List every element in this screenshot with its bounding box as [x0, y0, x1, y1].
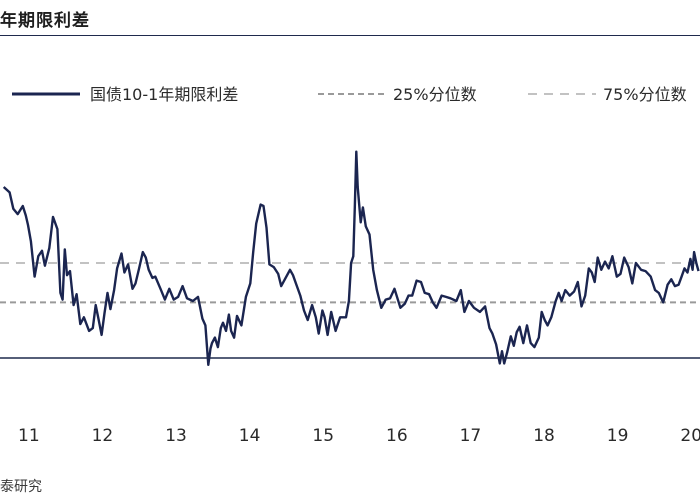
legend: 国债10-1年期限利差 25%分位数 75%分位数 [12, 85, 687, 104]
x-tick-label: 14 [239, 426, 261, 446]
x-tick-labels: 11 12 13 14 15 16 17 18 19 20 [18, 426, 700, 446]
series-line-国债10-1年期限利差 [2, 150, 700, 366]
legend-label-p75: 75%分位数 [603, 85, 687, 104]
x-tick-label: 17 [460, 426, 482, 446]
legend-label-p25: 25%分位数 [393, 85, 477, 104]
x-tick-label: 16 [386, 426, 408, 446]
chart-title: 年期限利差 [0, 11, 90, 31]
x-tick-label: 19 [607, 426, 629, 446]
x-tick-label: 13 [165, 426, 187, 446]
x-tick-label: 18 [533, 426, 555, 446]
x-tick-label: 15 [312, 426, 334, 446]
x-tick-label: 12 [92, 426, 114, 446]
x-tick-label: 11 [18, 426, 40, 446]
x-tick-label: 20 [680, 426, 700, 446]
title-rule [0, 35, 700, 36]
source-note: 泰研究 [0, 479, 42, 495]
legend-label-series: 国债10-1年期限利差 [90, 85, 238, 104]
